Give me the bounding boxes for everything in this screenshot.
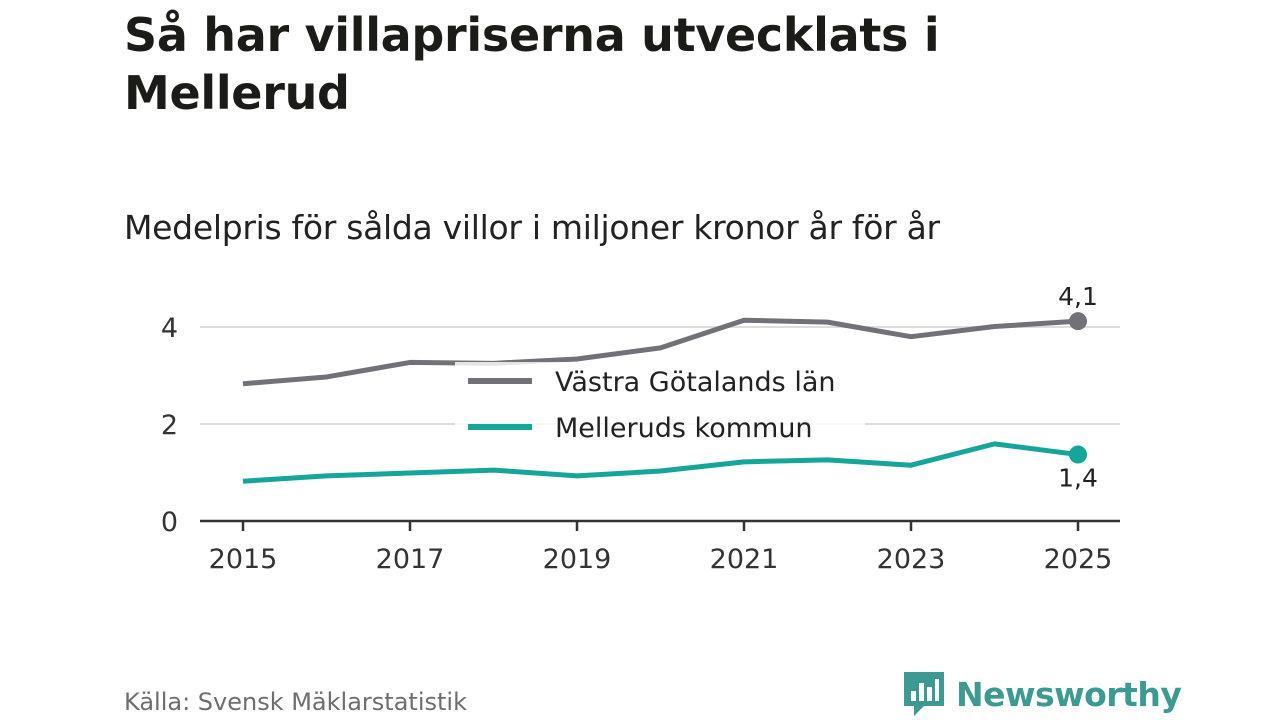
- newsworthy-logo-icon: [904, 672, 944, 716]
- end-point-marker: [1069, 445, 1087, 464]
- series-line: [242, 441, 1079, 484]
- y-tick-label: 0: [161, 507, 178, 538]
- end-value-label: 4,1: [1058, 282, 1098, 311]
- x-tick-label: 2019: [543, 544, 612, 575]
- x-tick-label: 2021: [710, 544, 779, 575]
- legend-label: Melleruds kommun: [555, 413, 813, 444]
- end-markers: 4,1 1,4: [1058, 282, 1098, 492]
- x-tick-label: 2017: [376, 544, 445, 575]
- chart-title: Så har villapriserna utvecklats i Meller…: [124, 8, 940, 120]
- legend-background: [455, 362, 865, 446]
- legend: Västra Götalands län Melleruds kommun: [455, 362, 865, 446]
- brand-name: Newsworthy: [956, 674, 1182, 714]
- y-tick-label: 2: [161, 410, 178, 441]
- end-value-label: 1,4: [1058, 464, 1098, 493]
- chart-subtitle: Medelpris för sålda villor i miljoner kr…: [124, 208, 940, 247]
- end-point-marker: [1069, 312, 1087, 331]
- y-tick-label: 4: [161, 313, 178, 344]
- x-axis-ticks: 2015 2017 2019 2021 2023 2025: [209, 521, 1113, 575]
- source-note: Källa: Svensk Mäklarstatistik: [124, 688, 467, 716]
- x-tick-label: 2015: [209, 544, 278, 575]
- brand-logo: Newsworthy: [902, 670, 1182, 718]
- legend-label: Västra Götalands län: [555, 367, 835, 398]
- x-tick-label: 2025: [1044, 544, 1113, 575]
- series-lines: [242, 317, 1079, 484]
- series-line: [242, 317, 1079, 387]
- y-axis-ticks: 0 2 4: [161, 313, 178, 538]
- x-tick-label: 2023: [877, 544, 946, 575]
